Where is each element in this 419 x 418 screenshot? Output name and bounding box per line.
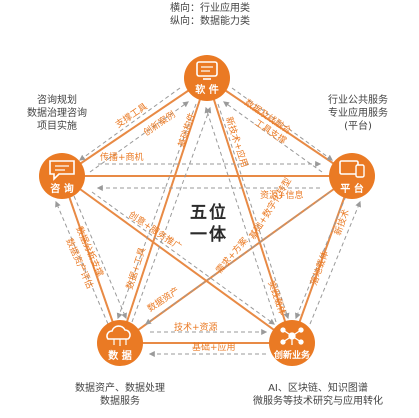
label-resource-info: 资源+信息 bbox=[260, 189, 304, 201]
node-innovation[interactable]: 创新业务 bbox=[269, 320, 315, 366]
flow-arrows bbox=[55, 87, 361, 357]
node-label-data: 数 据 bbox=[108, 349, 131, 362]
node-data[interactable]: 数 据 bbox=[97, 320, 143, 366]
platform-note-line2: 专业应用服务 bbox=[328, 108, 388, 119]
center-title: 五位 一体 bbox=[172, 202, 246, 246]
consulting-note-line2: 数据治理咨询 bbox=[27, 108, 87, 119]
node-label-software: 软 件 bbox=[195, 83, 218, 96]
top-note-line1: 横向：行业应用类 bbox=[170, 3, 250, 14]
chat-icon bbox=[49, 160, 75, 181]
center-title-line1: 五位 bbox=[190, 203, 228, 223]
label-innovation-cases: 创新案例 bbox=[141, 108, 178, 138]
node-label-innovation: 创新业务 bbox=[273, 349, 311, 361]
node-consulting[interactable]: 咨 询 bbox=[39, 153, 85, 199]
top-note: 横向：行业应用类 纵向：数据能力类 bbox=[150, 2, 270, 28]
label-digital-transform: 基础+数字化转型 bbox=[246, 175, 294, 241]
platform-note: 行业公共服务 专业应用服务 (平台) bbox=[300, 94, 416, 133]
data-note-line1: 数据资产、数据处理 bbox=[75, 383, 165, 394]
label-tech-resource: 技术+资源 bbox=[174, 321, 218, 333]
label-data-assets: 数据资产 bbox=[145, 284, 182, 314]
node-label-consulting: 咨 询 bbox=[50, 182, 73, 195]
node-platform[interactable]: 平 台 bbox=[329, 153, 375, 199]
platform-note-line1: 行业公共服务 bbox=[328, 95, 388, 106]
node-software[interactable]: 软 件 bbox=[184, 55, 230, 101]
innovation-note-line1: AI、区块链、知识图谱 bbox=[268, 383, 368, 394]
consulting-note-line1: 咨询规划 bbox=[37, 95, 77, 106]
label-practice-carrier: 实践载体 bbox=[265, 279, 289, 317]
data-note-line2: 数据服务 bbox=[100, 396, 140, 407]
center-title-line2: 一体 bbox=[190, 225, 228, 245]
consulting-note-line3: 项目实施 bbox=[37, 121, 77, 132]
data-note: 数据资产、数据处理 数据服务 bbox=[60, 382, 180, 408]
consulting-note: 咨询规划 数据治理咨询 项目实施 bbox=[2, 94, 112, 133]
node-label-platform: 平 台 bbox=[340, 182, 363, 195]
label-base-app: 基础+应用 bbox=[192, 341, 236, 353]
platform-note-line3: (平台) bbox=[344, 121, 372, 132]
label-basic-components: 基础构件 bbox=[175, 111, 198, 149]
label-support-tools: 支撑工具 bbox=[113, 100, 150, 130]
label-spread-leads: 传播+商机 bbox=[100, 151, 144, 163]
cloud-icon bbox=[106, 325, 131, 340]
label-landing-carrier: 落地载体 bbox=[308, 249, 332, 287]
network-icon bbox=[280, 327, 304, 345]
computer-icon bbox=[196, 61, 218, 77]
innovation-note: AI、区块链、知识图谱 微服务等技术研究与应用转化 bbox=[222, 382, 414, 408]
innovation-note-line2: 微服务等技术研究与应用转化 bbox=[253, 396, 383, 407]
top-note-line2: 纵向：数据能力类 bbox=[170, 16, 250, 27]
